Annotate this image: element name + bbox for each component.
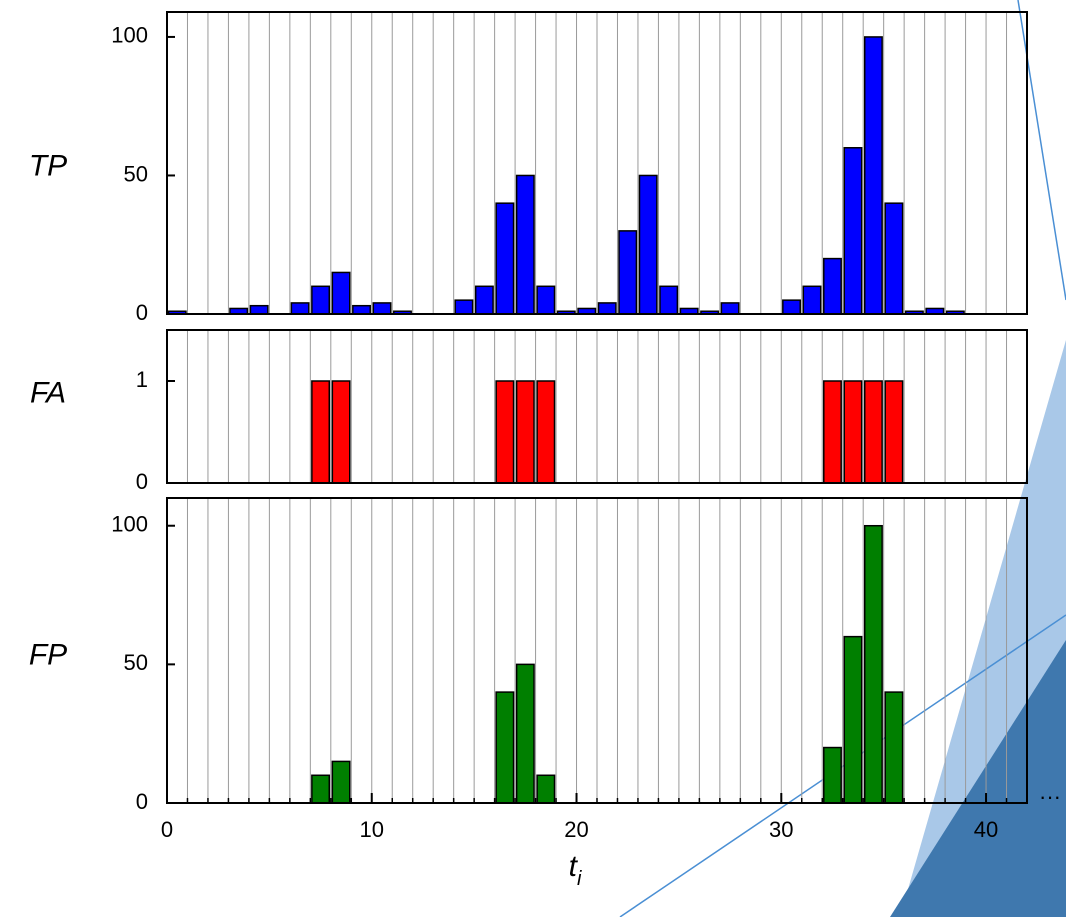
- bar: [639, 175, 656, 314]
- bar: [332, 272, 349, 314]
- y-tick-label: 0: [136, 469, 148, 494]
- y-tick-label: 1: [136, 367, 148, 392]
- x-axis-label: ti: [569, 850, 582, 890]
- bar: [885, 381, 902, 483]
- bar: [803, 286, 820, 314]
- bar: [517, 381, 534, 483]
- bar: [537, 381, 554, 483]
- bar: [476, 286, 493, 314]
- bar: [517, 664, 534, 803]
- bar: [312, 775, 329, 803]
- bar: [844, 637, 861, 803]
- y-tick-label: 50: [124, 161, 148, 186]
- bar: [332, 761, 349, 803]
- x-axis-label-subscript: i: [577, 868, 582, 890]
- bar: [496, 692, 513, 803]
- y-tick-label: 100: [111, 512, 148, 537]
- bar: [496, 381, 513, 483]
- bar: [783, 300, 800, 314]
- bar: [865, 37, 882, 314]
- y-tick-label: 50: [124, 650, 148, 675]
- x-tick-label: 10: [360, 817, 384, 842]
- bar: [353, 306, 370, 314]
- bar: [824, 259, 841, 314]
- bar: [599, 303, 616, 314]
- y-tick-label: 0: [136, 300, 148, 325]
- bar: [844, 148, 861, 314]
- bar: [291, 303, 308, 314]
- y-axis-label: FP: [29, 638, 67, 671]
- bar: [885, 692, 902, 803]
- bar: [373, 303, 390, 314]
- x-tick-label: 30: [769, 817, 793, 842]
- bar: [537, 286, 554, 314]
- bar: [824, 748, 841, 803]
- bar: [721, 303, 738, 314]
- x-tick-label: 0: [161, 817, 173, 842]
- y-axis-label: FA: [30, 376, 66, 409]
- bar: [517, 175, 534, 314]
- bar: [312, 286, 329, 314]
- decor-line: [1018, 0, 1066, 300]
- bar: [844, 381, 861, 483]
- bar: [537, 775, 554, 803]
- x-tick-label: 40: [974, 817, 998, 842]
- bar: [660, 286, 677, 314]
- bar: [865, 526, 882, 803]
- bar: [455, 300, 472, 314]
- bar: [865, 381, 882, 483]
- bar: [885, 203, 902, 314]
- chart: ··· 0 50 100 TP 0 1 FA 0 50 100 FP 0 10 20 30 40 ti: [0, 0, 1066, 917]
- bar: [332, 381, 349, 483]
- y-axis-label: TP: [29, 149, 67, 182]
- y-tick-label: 0: [136, 789, 148, 814]
- x-tick-label: 20: [564, 817, 588, 842]
- bar: [496, 203, 513, 314]
- bar: [250, 306, 267, 314]
- page: ··· 050100TP01FA050100FP010203040ti (() …: [0, 0, 1066, 917]
- bar: [312, 381, 329, 483]
- bar: [619, 231, 636, 314]
- y-tick-label: 100: [111, 23, 148, 48]
- bar: [824, 381, 841, 483]
- decor-dots: ···: [1039, 784, 1061, 809]
